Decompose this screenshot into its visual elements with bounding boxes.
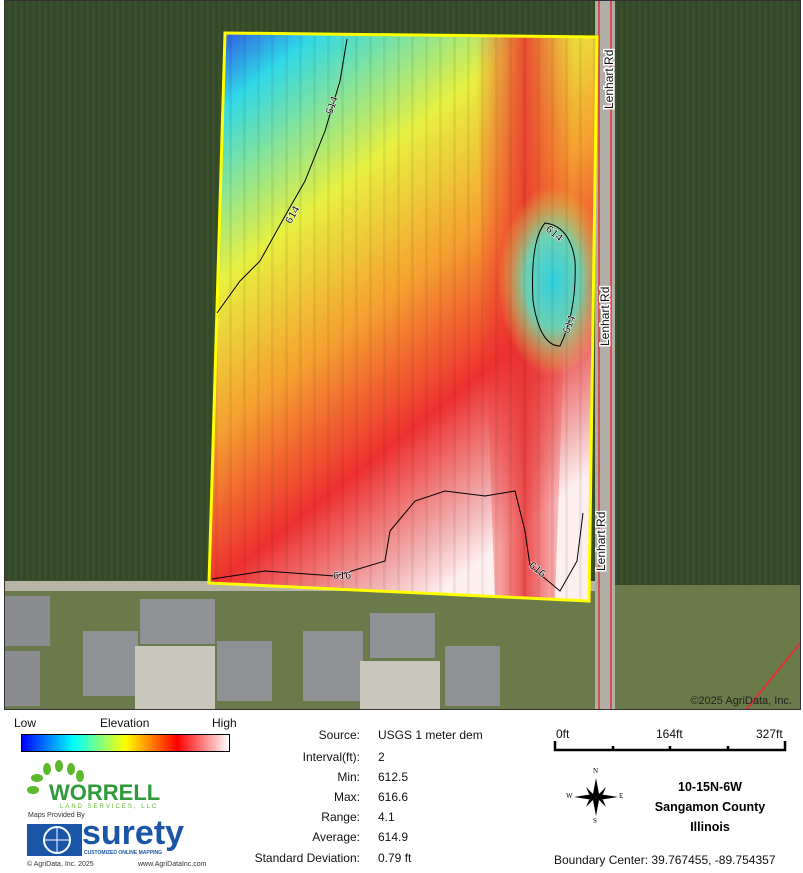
boundary-center: Boundary Center: 39.767455, -89.754357 bbox=[554, 853, 776, 867]
contour-label: 616 bbox=[333, 570, 351, 582]
surety-name: surety bbox=[82, 814, 185, 852]
compass-w: W bbox=[566, 792, 573, 800]
lenhart-road bbox=[595, 1, 800, 709]
road-label: Lenhart Rd bbox=[598, 287, 612, 346]
road-label: Lenhart Rd bbox=[594, 512, 608, 571]
stat-label: Range: bbox=[321, 810, 360, 824]
stat-label: Standard Deviation: bbox=[254, 851, 360, 865]
legend-high: High bbox=[212, 716, 237, 730]
leaf-icon bbox=[27, 760, 84, 794]
legend-low: Low bbox=[14, 716, 37, 730]
houses bbox=[5, 596, 500, 709]
scale-tick-label: 0ft bbox=[556, 727, 570, 741]
elevation-surface bbox=[209, 33, 597, 601]
stat-label: Average: bbox=[312, 830, 360, 844]
stat-value: 612.5 bbox=[378, 770, 409, 784]
provided-by: Maps Provided By bbox=[28, 812, 85, 819]
road-label: Lenhart Rd bbox=[602, 50, 616, 109]
surety-sub: CUSTOMIZED ONLINE MAPPING bbox=[84, 850, 162, 856]
field-boundary[interactable] bbox=[207, 31, 599, 603]
stat-label: Source: bbox=[318, 728, 360, 742]
compass-n: N bbox=[593, 767, 599, 775]
location-county: Sangamon County bbox=[654, 800, 766, 814]
worrell-name: WORRELL bbox=[49, 780, 161, 805]
map-copyright: ©2025 AgriData, Inc. bbox=[690, 695, 792, 707]
scale-tick-label: 327ft bbox=[756, 727, 783, 741]
elevation-color-ramp bbox=[21, 734, 230, 752]
stat-label: Interval(ft): bbox=[302, 750, 360, 764]
stat-value: 4.1 bbox=[378, 810, 395, 824]
legend-title: Elevation bbox=[100, 716, 150, 730]
stat-value: USGS 1 meter dem bbox=[378, 728, 483, 742]
contour-lines bbox=[211, 38, 584, 592]
stat-value: 0.79 ft bbox=[378, 851, 412, 865]
agridata-copyright: © AgriData, Inc. 2025 bbox=[27, 861, 94, 868]
location-section: 10-15N-6W bbox=[678, 780, 742, 794]
stat-value: 614.9 bbox=[378, 830, 409, 844]
stat-value: 616.6 bbox=[378, 790, 409, 804]
compass-rose: N S W E bbox=[566, 767, 626, 826]
worrell-sub: LAND SERVICES, LLC bbox=[60, 804, 159, 810]
worrell-logo: WORRELL LAND SERVICES, LLC bbox=[20, 760, 160, 815]
location-state: Illinois bbox=[690, 820, 730, 834]
compass-s: S bbox=[593, 817, 597, 825]
stat-label: Max: bbox=[333, 790, 360, 804]
compass-icon bbox=[574, 778, 618, 816]
globe-icon bbox=[27, 824, 82, 856]
stat-value: 2 bbox=[378, 750, 385, 764]
surety-logo: surety CUSTOMIZED ONLINE MAPPING bbox=[27, 814, 212, 858]
scale-tick-label: 164ft bbox=[656, 727, 683, 741]
stat-label: Min: bbox=[337, 770, 360, 784]
elevation-map[interactable]: 614 614 614 614 616 616 Lenhart Rd Lenha… bbox=[4, 0, 801, 710]
map-canvas: 614 614 614 614 616 616 Lenhart Rd Lenha… bbox=[5, 1, 800, 709]
compass-e: E bbox=[619, 792, 624, 800]
agridata-url[interactable]: www.AgriDataInc.com bbox=[138, 861, 207, 868]
